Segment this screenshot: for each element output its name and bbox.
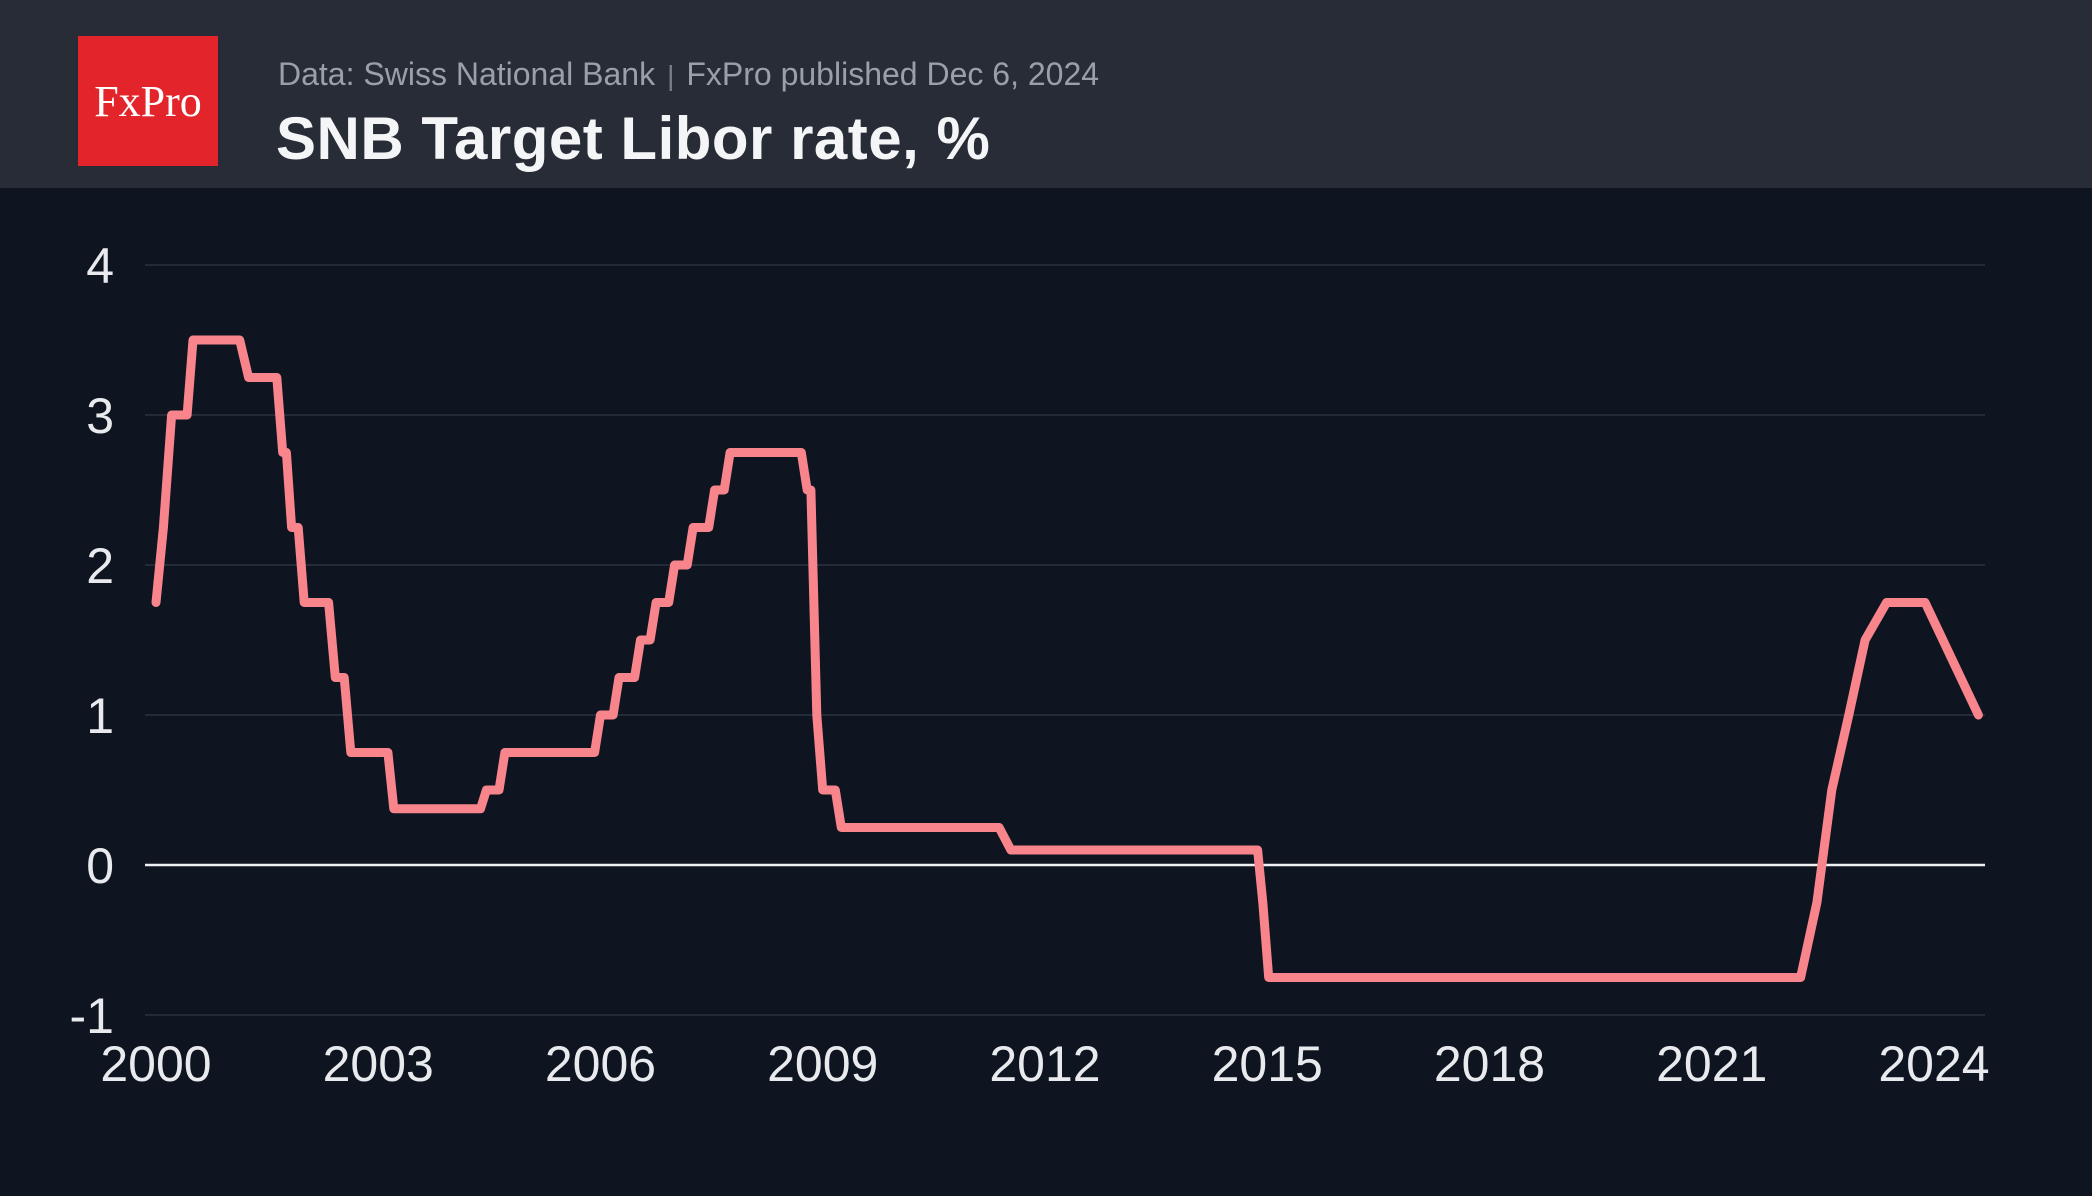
x-axis-tick-label: 2024 <box>1878 1036 1989 1092</box>
y-axis-tick-label: 3 <box>86 388 114 444</box>
x-axis-tick-label: 2009 <box>767 1036 878 1092</box>
x-axis-tick-label: 2003 <box>323 1036 434 1092</box>
x-axis-tick-label: 2000 <box>100 1036 211 1092</box>
x-axis-tick-label: 2015 <box>1212 1036 1323 1092</box>
x-axis-tick-label: 2006 <box>545 1036 656 1092</box>
y-axis-tick-label: 2 <box>86 538 114 594</box>
chart-source-note: Data: Swiss National Bank | FxPro publishe… <box>278 56 1099 93</box>
header-band: FxPro Data: Swiss National Bank | FxPro pu… <box>0 0 2092 188</box>
fxpro-logo-text: FxPro <box>94 76 202 126</box>
chart-title: SNB Target Libor rate, % <box>276 105 991 172</box>
x-axis-tick-label: 2021 <box>1656 1036 1767 1092</box>
libor-rate-line <box>151 335 1983 982</box>
x-axis-tick-label: 2018 <box>1434 1036 1545 1092</box>
x-axis-tick-label: 2012 <box>989 1036 1100 1092</box>
y-axis-tick-label: 0 <box>86 838 114 894</box>
fxpro-logo: FxPro <box>78 36 218 166</box>
separator-bar: | <box>667 60 675 91</box>
y-axis-tick-label: 4 <box>86 238 114 294</box>
data-source-text: Data: Swiss National Bank <box>278 56 656 92</box>
y-axis-tick-label: 1 <box>86 688 114 744</box>
y-axis-tick-label: -1 <box>70 988 114 1044</box>
published-text: FxPro published Dec 6, 2024 <box>686 56 1100 92</box>
